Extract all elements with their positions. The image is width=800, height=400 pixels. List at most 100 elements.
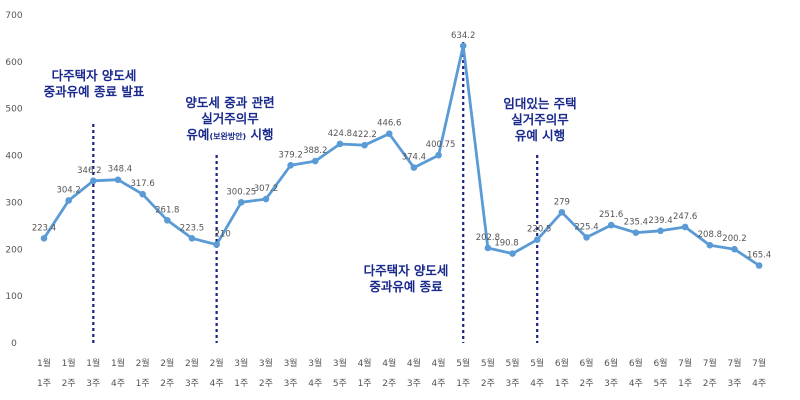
data-label: 424.8 <box>328 129 352 139</box>
x-tick-month: 3월 <box>284 357 298 369</box>
data-point <box>607 221 615 229</box>
x-tick-label: 6월 3주 <box>604 357 618 389</box>
y-tick-label: 300 <box>5 198 22 208</box>
x-tick-month: 3월 <box>259 357 273 369</box>
x-tick-month: 3월 <box>333 357 347 369</box>
event-annotation: 임대있는 주택 <box>503 96 576 111</box>
data-label: 422.2 <box>352 130 376 140</box>
data-point <box>657 227 664 235</box>
data-point <box>90 177 97 185</box>
x-tick-label: 3월 3주 <box>284 357 298 389</box>
x-tick-label: 1월 4주 <box>111 357 125 389</box>
data-label: 374.4 <box>402 153 426 163</box>
x-tick-month: 6월 <box>604 357 618 369</box>
x-tick-label: 6월 1주 <box>555 357 569 389</box>
y-tick-label: 500 <box>5 105 22 115</box>
x-tick-label: 3월 4주 <box>308 357 322 389</box>
data-label: 208.8 <box>698 230 722 240</box>
event-annotation: 중과유예 종료 발표 <box>44 84 145 99</box>
x-tick-label: 3월 1주 <box>234 357 248 389</box>
x-tick-week: 1주 <box>234 378 248 389</box>
y-tick-label: 400 <box>5 152 22 162</box>
x-tick-week: 3주 <box>506 378 520 389</box>
x-tick-week: 2주 <box>481 378 495 389</box>
data-point <box>435 151 442 159</box>
x-tick-week: 1주 <box>456 378 470 389</box>
y-tick-label: 0 <box>11 339 17 349</box>
data-point <box>164 217 171 224</box>
data-label: 220.5 <box>527 225 551 235</box>
x-tick-month: 7월 <box>752 357 766 369</box>
x-tick-week: 2주 <box>160 378 174 389</box>
x-tick-label: 1월 1주 <box>37 357 51 389</box>
x-tick-label: 5월 2주 <box>481 357 495 389</box>
x-tick-week: 2주 <box>382 378 396 389</box>
data-point <box>755 262 763 269</box>
event-annotation: 다주택자 양도세 <box>52 68 137 83</box>
x-tick-week: 4주 <box>432 378 446 389</box>
data-label: 346.2 <box>77 166 101 176</box>
x-tick-label: 2월 2주 <box>160 357 174 389</box>
x-tick-label: 6월 4주 <box>629 357 643 389</box>
x-tick-label: 5월 4주 <box>530 357 544 389</box>
x-tick-label: 7월 1주 <box>678 357 692 389</box>
data-point <box>237 199 245 206</box>
x-tick-month: 7월 <box>678 357 692 369</box>
data-label: 261.8 <box>155 205 179 215</box>
x-tick-week: 4주 <box>308 378 322 389</box>
event-annotation: 유예(보완방안) 시행 <box>186 127 273 142</box>
data-label: 225.4 <box>574 222 598 232</box>
data-point <box>385 130 393 138</box>
x-tick-label: 7월 4주 <box>752 357 766 389</box>
x-tick-label: 7월 2주 <box>703 357 717 389</box>
x-tick-week: 5주 <box>333 378 347 389</box>
x-tick-month: 2월 <box>160 357 174 369</box>
x-tick-month: 1월 <box>111 357 125 369</box>
x-tick-week: 4주 <box>629 378 643 389</box>
x-tick-month: 2월 <box>210 357 224 369</box>
data-point <box>509 250 516 257</box>
x-tick-month: 5월 <box>456 357 470 369</box>
data-label: 348.4 <box>108 165 132 175</box>
data-label: 317.6 <box>130 179 154 189</box>
x-tick-month: 1월 <box>37 357 51 369</box>
x-tick-month: 2월 <box>185 357 199 369</box>
series-line-group <box>40 42 763 269</box>
event-annotation: 유예 시행 <box>515 128 565 143</box>
x-tick-label: 6월 2주 <box>580 357 594 389</box>
x-tick-month: 5월 <box>506 357 520 369</box>
x-tick-week: 3주 <box>86 378 100 389</box>
x-tick-week: 4주 <box>752 378 766 389</box>
x-tick-label: 4월 3주 <box>407 357 421 389</box>
data-label: 190.8 <box>494 239 518 249</box>
x-tick-label: 2월 4주 <box>210 357 224 389</box>
y-tick-label: 600 <box>5 58 22 68</box>
x-tick-week: 2주 <box>703 378 717 389</box>
x-tick-month: 5월 <box>481 357 495 369</box>
y-tick-label: 700 <box>5 11 22 21</box>
x-tick-label: 1월 3주 <box>86 357 100 389</box>
data-point <box>706 241 714 249</box>
data-point <box>262 195 270 203</box>
x-tick-label: 4월 1주 <box>358 357 372 389</box>
x-tick-month: 1월 <box>62 357 76 369</box>
data-label: 247.6 <box>673 212 697 222</box>
data-label: 279 <box>554 197 570 207</box>
data-label: 200.2 <box>722 234 746 244</box>
data-point <box>410 164 418 171</box>
x-tick-month: 4월 <box>407 357 421 369</box>
series-line <box>42 44 760 267</box>
data-point <box>533 236 541 243</box>
x-tick-week: 5주 <box>653 378 667 389</box>
x-tick-week: 4주 <box>111 378 125 389</box>
x-tick-label: 1월 2주 <box>62 357 76 389</box>
x-tick-week: 4주 <box>210 378 224 389</box>
data-label: 388.2 <box>303 146 327 156</box>
event-annotation: 실거주의무 <box>511 112 569 127</box>
x-tick-label: 2월 3주 <box>185 357 199 389</box>
x-tick-month: 1월 <box>86 357 100 369</box>
x-tick-month: 6월 <box>555 357 569 369</box>
data-label: 379.2 <box>278 150 302 160</box>
x-tick-week: 1주 <box>136 378 150 389</box>
